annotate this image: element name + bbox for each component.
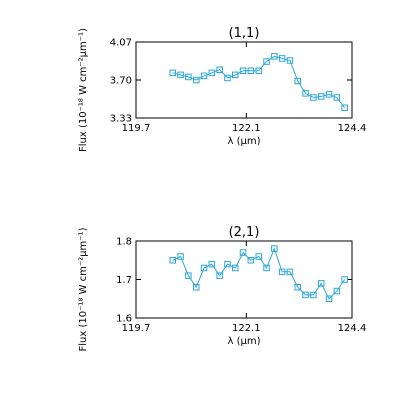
- data-point: [255, 253, 262, 260]
- series-line: [172, 247, 346, 300]
- x-tick-label: 119.7: [122, 323, 151, 334]
- data-point: [216, 66, 223, 73]
- data-point: [177, 253, 184, 260]
- data-point: [286, 268, 294, 276]
- x-tick-label: 122.1: [232, 323, 261, 334]
- data-point: [193, 76, 200, 84]
- data-point: [239, 67, 247, 74]
- x-axis-label: λ (μm): [227, 136, 260, 147]
- data-point: [177, 71, 184, 79]
- data-point: [247, 257, 255, 264]
- chart-title: (1,1): [229, 26, 260, 41]
- data-point: [271, 245, 278, 252]
- data-point: [200, 72, 208, 80]
- data-point: [294, 284, 301, 291]
- chart-title: (2,1): [229, 225, 260, 240]
- data-point: [232, 71, 239, 79]
- data-point: [232, 264, 239, 272]
- data-point: [278, 268, 286, 276]
- data-point: [208, 260, 216, 268]
- data-point: [263, 264, 270, 272]
- data-point: [286, 57, 294, 64]
- data-point: [255, 67, 262, 74]
- data-point: [200, 264, 208, 272]
- data-point: [224, 74, 231, 82]
- y-tick-label: 1.6: [116, 314, 132, 325]
- data-point: [333, 287, 341, 295]
- data-point: [333, 94, 341, 101]
- data-point: [247, 67, 255, 74]
- data-point: [278, 55, 286, 62]
- y-tick-label: 3.33: [110, 114, 132, 125]
- data-point: [271, 53, 278, 60]
- x-tick-label: 124.4: [338, 123, 367, 134]
- y-tick-label: 3.70: [110, 76, 132, 87]
- data-point: [208, 69, 216, 77]
- data-point: [302, 291, 309, 299]
- data-point: [294, 77, 301, 85]
- data-point: [185, 73, 192, 81]
- data-point: [263, 58, 270, 65]
- y-tick-label: 1.8: [116, 237, 132, 248]
- data-point: [318, 93, 325, 100]
- data-point: [169, 69, 176, 77]
- data-point: [341, 104, 348, 111]
- data-point: [302, 90, 309, 97]
- data-point: [185, 272, 192, 279]
- data-point: [325, 295, 333, 302]
- data-point: [193, 284, 200, 291]
- chart-panel-1: (1,1) 119.7 122.1 124.4 3.33 3.70 4.07 λ (μm) Fl…: [78, 26, 366, 152]
- x-tick-label: 119.7: [122, 123, 151, 134]
- data-point: [325, 91, 333, 98]
- y-axis-label: Flux (10⁻¹⁸ W cm⁻²μm⁻¹): [78, 28, 89, 152]
- data-point: [224, 260, 231, 268]
- y-tick-label: 4.07: [110, 38, 132, 49]
- x-tick-label: 124.4: [338, 323, 367, 334]
- data-point: [169, 257, 176, 264]
- chart-panel-2: (2,1) 119.7 122.1 124.4 1.6 1.7 1.8 λ (μm) Flux …: [78, 225, 366, 351]
- chart-panels: (1,1) 119.7 122.1 124.4 3.33 3.70 4.07 λ (μm) Fl…: [78, 26, 366, 351]
- data-point: [239, 249, 247, 256]
- data-point: [310, 94, 317, 101]
- y-tick-label: 1.7: [116, 275, 132, 286]
- data-point: [318, 280, 325, 287]
- data-point: [310, 291, 317, 299]
- x-axis-label: λ (μm): [227, 336, 260, 347]
- data-point: [216, 272, 223, 279]
- x-tick-label: 122.1: [232, 123, 261, 134]
- data-point: [341, 276, 348, 283]
- y-axis-label: Flux (10⁻¹⁸ W cm⁻²μm⁻¹): [78, 227, 89, 351]
